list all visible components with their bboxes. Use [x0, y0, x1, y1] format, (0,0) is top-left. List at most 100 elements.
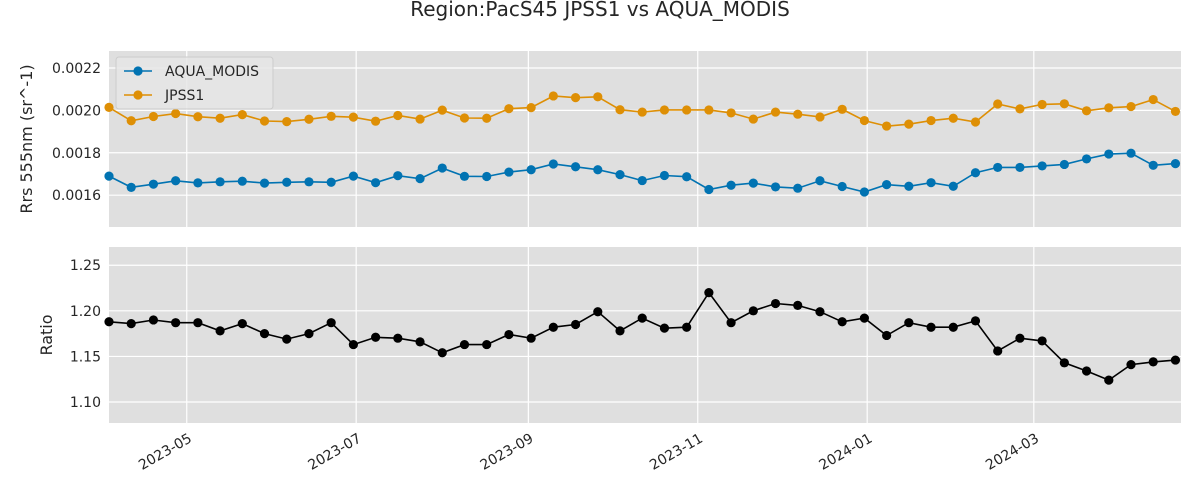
bottom-data-point — [171, 318, 181, 328]
bottom-data-point — [904, 318, 914, 328]
top-data-point — [793, 109, 803, 119]
bottom-data-point — [415, 337, 425, 347]
top-data-point — [171, 176, 181, 186]
top-data-point — [259, 178, 270, 188]
top-data-point — [393, 110, 403, 121]
x-tick-label: 2024-01 — [817, 431, 876, 474]
bottom-data-point — [726, 318, 736, 328]
bottom-data-point — [371, 332, 381, 342]
bottom-data-point — [1081, 366, 1092, 376]
bottom-data-point — [304, 329, 314, 339]
bottom-data-point — [815, 307, 825, 317]
top-data-point — [815, 176, 825, 186]
top-data-point — [126, 182, 136, 192]
top-data-point — [659, 170, 670, 181]
top-data-point — [126, 116, 136, 126]
bottom-y-tick-label: 1.15 — [70, 349, 101, 365]
bottom-data-point — [682, 322, 692, 332]
x-tick-label: 2023-09 — [478, 431, 537, 474]
x-tick-label: 2023-07 — [306, 431, 365, 474]
top-data-point — [526, 103, 536, 113]
bottom-data-point — [504, 329, 514, 340]
bottom-y-tick-label: 1.10 — [70, 395, 101, 411]
bottom-data-point — [637, 313, 647, 323]
top-data-point — [393, 171, 403, 181]
top-data-point — [437, 163, 447, 173]
top-data-point — [193, 178, 203, 188]
top-data-point — [948, 181, 958, 191]
top-data-point — [948, 113, 958, 123]
top-data-point — [415, 174, 425, 184]
top-data-point — [459, 113, 470, 123]
bottom-data-point — [526, 333, 536, 343]
top-data-point — [348, 171, 358, 181]
top-data-point — [770, 107, 781, 117]
top-data-point — [593, 92, 603, 102]
bottom-y-axis-label: Ratio — [37, 314, 56, 355]
top-data-point — [104, 102, 114, 113]
top-data-point — [748, 178, 758, 188]
bottom-data-point — [593, 307, 603, 317]
top-data-point — [837, 181, 847, 192]
x-tick-label: 2023-11 — [647, 431, 706, 474]
bottom-data-point — [259, 329, 270, 339]
bottom-data-point — [770, 298, 781, 309]
bottom-data-point — [282, 334, 292, 344]
top-data-point — [1081, 106, 1092, 116]
top-data-point — [1037, 161, 1047, 171]
top-panel: 0.0016 0.0018 0.0020 0.0022 — [52, 51, 1181, 227]
top-data-point — [459, 171, 470, 181]
bottom-data-point — [615, 326, 625, 336]
bottom-data-point — [1126, 360, 1136, 370]
legend-marker-1 — [133, 90, 143, 100]
top-data-point — [637, 107, 647, 117]
bottom-data-point — [926, 322, 936, 332]
top-data-point — [282, 177, 292, 187]
top-data-point — [882, 179, 892, 190]
top-data-point — [548, 91, 558, 101]
top-data-point — [1015, 104, 1025, 114]
top-data-point — [882, 121, 892, 131]
top-plot-area — [109, 51, 1181, 227]
top-data-point — [1126, 148, 1136, 158]
top-data-point — [1148, 94, 1158, 105]
bottom-data-point — [837, 317, 847, 327]
top-data-point — [215, 177, 225, 187]
top-data-point — [1104, 103, 1114, 113]
top-data-point — [1059, 159, 1069, 170]
top-y-tick-label: 0.0016 — [52, 188, 101, 204]
top-data-point — [193, 112, 203, 122]
top-data-point — [837, 104, 847, 114]
bottom-y-tick-label: 1.20 — [70, 304, 101, 320]
top-data-point — [570, 93, 581, 103]
x-axis: 2023-05 2023-07 2023-09 2023-11 2024-01 2024-… — [136, 431, 1042, 474]
top-data-point — [570, 162, 581, 172]
top-data-point — [726, 180, 736, 190]
bottom-y-tick-label: 1.25 — [70, 258, 101, 274]
top-data-point — [1170, 158, 1181, 169]
top-data-point — [993, 162, 1003, 173]
bottom-data-point — [482, 339, 492, 350]
bottom-data-point — [659, 323, 670, 333]
top-y-tick-label: 0.0018 — [52, 146, 101, 162]
top-data-point — [682, 105, 692, 115]
legend-marker-0 — [133, 66, 143, 76]
top-data-point — [148, 111, 159, 122]
bottom-data-point — [948, 322, 958, 332]
top-data-point — [415, 114, 425, 124]
bottom-data-point — [1148, 357, 1158, 367]
top-data-point — [593, 165, 603, 175]
chart-title: Region:PacS45 JPSS1 vs AQUA_MODIS — [410, 0, 790, 21]
top-data-point — [1081, 154, 1092, 164]
bottom-data-point — [237, 319, 247, 329]
top-data-point — [326, 177, 336, 187]
top-data-point — [993, 99, 1003, 109]
top-data-point — [259, 116, 270, 126]
bottom-data-point — [126, 319, 136, 329]
bottom-data-point — [1037, 336, 1047, 346]
top-data-point — [237, 110, 247, 120]
bottom-data-point — [1104, 375, 1114, 385]
top-data-point — [482, 113, 492, 123]
top-data-point — [682, 172, 692, 182]
legend-label-1: JPSS1 — [164, 88, 204, 104]
